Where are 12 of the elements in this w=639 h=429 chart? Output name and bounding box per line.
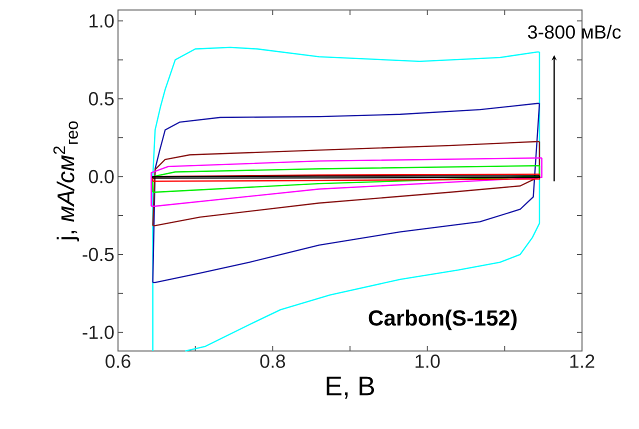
- x-axis-title: E, В: [326, 376, 374, 399]
- y-axis-title: j, мА/см$^{2}$гео: [53, 121, 80, 242]
- y-tick-label: 0.5: [88, 92, 114, 106]
- annotation: Carbon(S-152): [368, 310, 517, 330]
- x-tick-label: 1.2: [570, 354, 594, 368]
- x-tick-label: 1.0: [416, 354, 440, 368]
- y-tick-label: 0.0: [88, 170, 114, 184]
- y-tick-label: -0.5: [82, 248, 114, 262]
- y-tick-label: 1.0: [90, 14, 114, 28]
- x-tick-label: 0.8: [260, 354, 286, 368]
- y-tick-label: -1.0: [82, 326, 114, 340]
- x-tick-label: 0.6: [106, 354, 130, 368]
